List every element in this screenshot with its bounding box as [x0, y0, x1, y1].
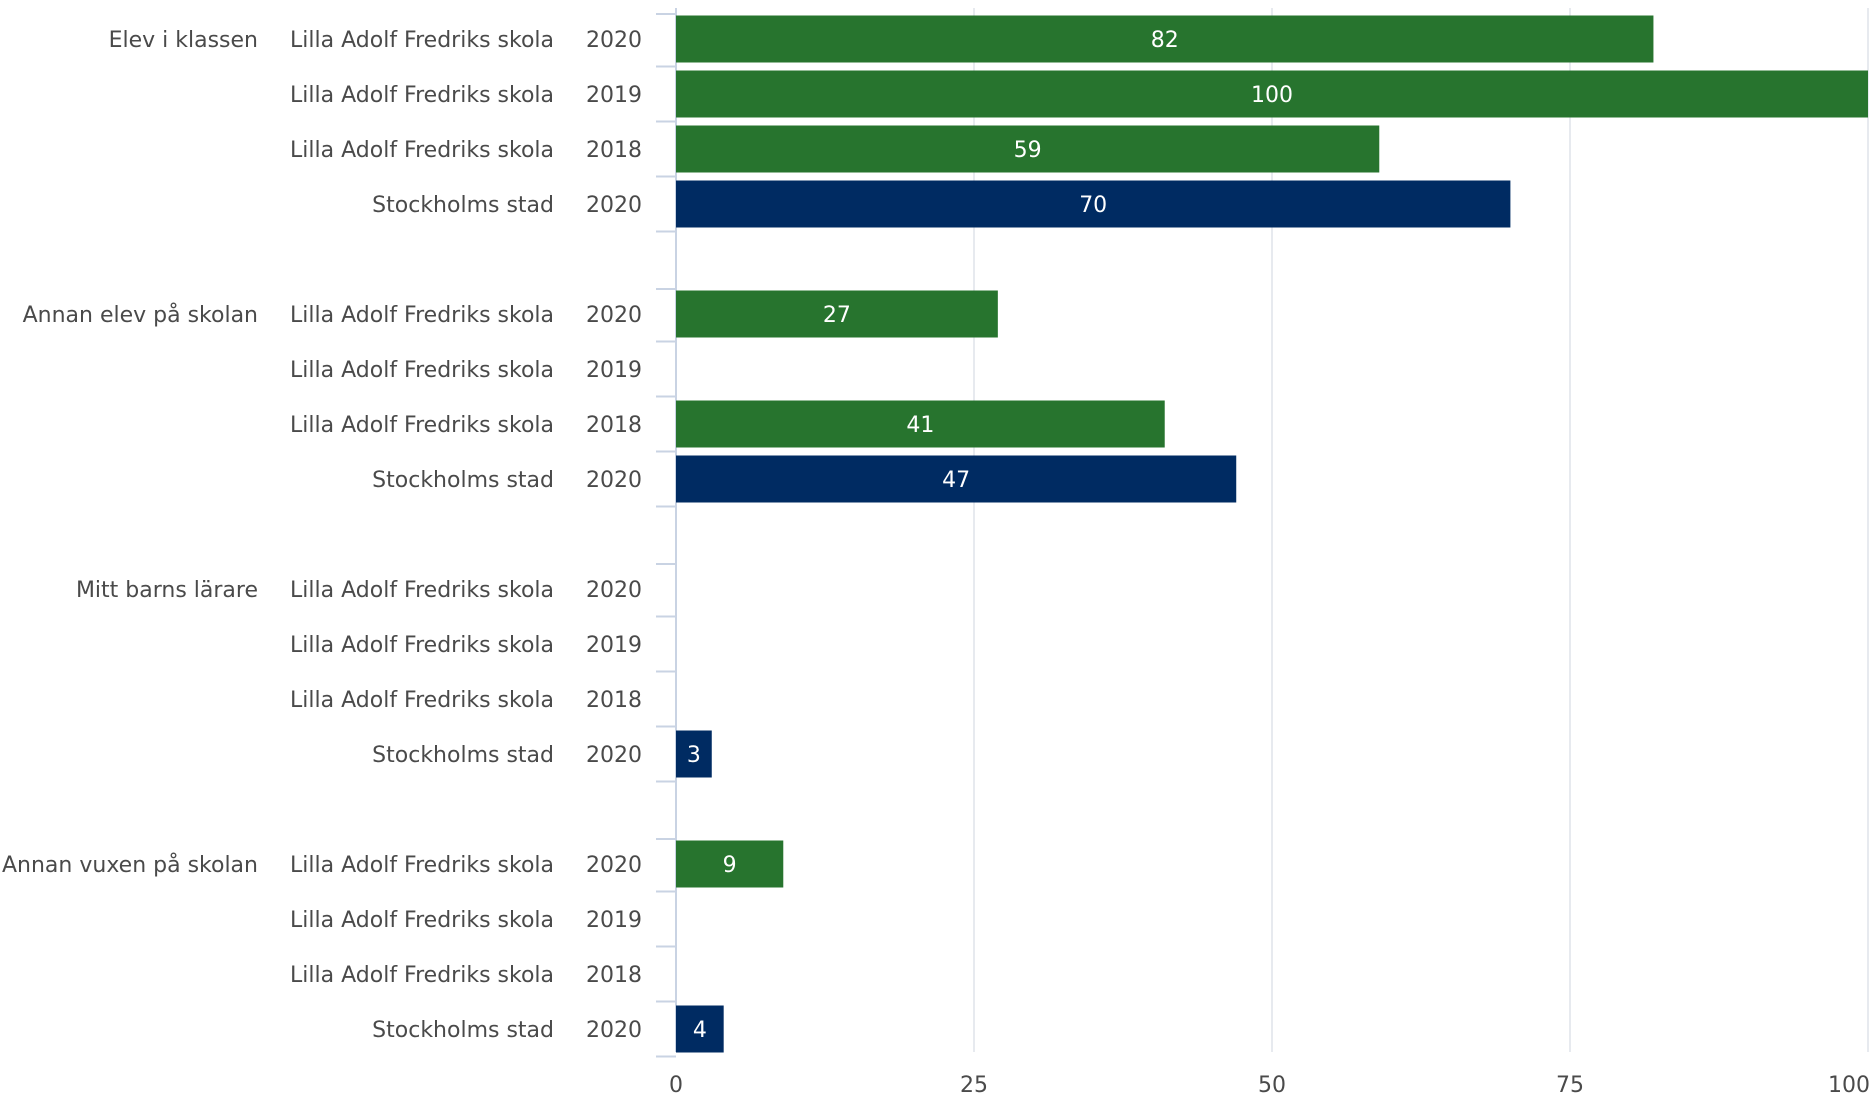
bar-value-label: 9 — [723, 853, 737, 878]
row-labels: Elev i klassen Lilla Adolf Fredriks skola… — [2, 28, 642, 1043]
row-year-label: 2018 — [586, 963, 642, 988]
bar-value-label: 4 — [693, 1018, 707, 1043]
bar-value-label: 59 — [1014, 138, 1042, 163]
category-label: Annan elev på skolan — [23, 302, 258, 328]
value-axis-ticks: 0 25 50 75 100 — [669, 1073, 1870, 1097]
row-org-label: Lilla Adolf Fredriks skola — [290, 688, 554, 713]
row-year-label: 2020 — [586, 468, 642, 493]
row-year-label: 2020 — [586, 1018, 642, 1043]
bars: 82 100 59 70 27 41 47 3 9 4 — [676, 15, 1868, 1053]
row-year-label: 2020 — [586, 743, 642, 768]
row-org-label: Stockholms stad — [372, 743, 554, 768]
row-org-label: Lilla Adolf Fredriks skola — [290, 578, 554, 603]
bar-value-label: 100 — [1251, 83, 1293, 108]
row-org-label: Stockholms stad — [372, 468, 554, 493]
bar-value-label: 3 — [687, 743, 701, 768]
row-year-label: 2018 — [586, 413, 642, 438]
row-year-label: 2018 — [586, 138, 642, 163]
x-tick-label: 0 — [669, 1073, 683, 1097]
category-label: Elev i klassen — [109, 28, 258, 53]
bar — [676, 15, 1654, 63]
row-year-label: 2019 — [586, 633, 642, 658]
bar — [676, 730, 712, 778]
bar-value-label: 47 — [942, 468, 970, 493]
bar-value-label: 41 — [906, 413, 934, 438]
row-org-label: Lilla Adolf Fredriks skola — [290, 908, 554, 933]
x-tick-label: 25 — [960, 1073, 988, 1097]
category-axis — [656, 8, 677, 1058]
row-org-label: Lilla Adolf Fredriks skola — [290, 358, 554, 383]
row-org-label: Lilla Adolf Fredriks skola — [290, 963, 554, 988]
bar — [676, 180, 1511, 228]
row-org-label: Lilla Adolf Fredriks skola — [290, 413, 554, 438]
row-year-label: 2019 — [586, 908, 642, 933]
bar — [676, 400, 1165, 448]
row-org-label: Lilla Adolf Fredriks skola — [290, 853, 554, 878]
bar — [676, 70, 1868, 118]
row-org-label: Stockholms stad — [372, 1018, 554, 1043]
row-year-label: 2020 — [586, 303, 642, 328]
bar — [676, 1005, 724, 1053]
bar-value-label: 70 — [1079, 193, 1107, 218]
row-org-label: Lilla Adolf Fredriks skola — [290, 138, 554, 163]
category-label: Annan vuxen på skolan — [2, 852, 258, 878]
bar-value-label: 82 — [1151, 28, 1179, 53]
row-year-label: 2019 — [586, 83, 642, 108]
row-org-label: Lilla Adolf Fredriks skola — [290, 303, 554, 328]
row-org-label: Lilla Adolf Fredriks skola — [290, 83, 554, 108]
bar-value-label: 27 — [823, 303, 851, 328]
category-label: Mitt barns lärare — [76, 578, 258, 603]
x-tick-label: 50 — [1258, 1073, 1286, 1097]
row-org-label: Lilla Adolf Fredriks skola — [290, 633, 554, 658]
row-year-label: 2020 — [586, 193, 642, 218]
bar — [676, 455, 1237, 503]
bar — [676, 290, 998, 338]
x-tick-label: 100 — [1828, 1073, 1870, 1097]
row-year-label: 2019 — [586, 358, 642, 383]
bar — [676, 840, 784, 888]
bar — [676, 125, 1380, 173]
row-year-label: 2020 — [586, 853, 642, 878]
row-year-label: 2020 — [586, 28, 642, 53]
row-org-label: Lilla Adolf Fredriks skola — [290, 28, 554, 53]
row-org-label: Stockholms stad — [372, 193, 554, 218]
row-year-label: 2018 — [586, 688, 642, 713]
x-tick-label: 75 — [1556, 1073, 1584, 1097]
row-year-label: 2020 — [586, 578, 642, 603]
